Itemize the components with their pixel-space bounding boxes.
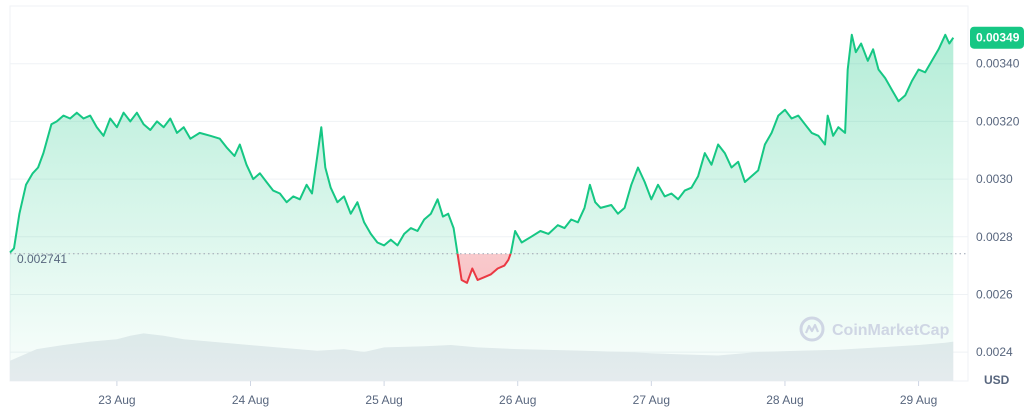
x-tick-label: 28 Aug [766, 393, 803, 407]
up-area-group [10, 34, 954, 381]
current-price-badge: 0.00349 [970, 26, 1024, 49]
price-line-down [456, 253, 512, 284]
x-axis: 23 Aug 24 Aug 25 Aug 26 Aug 27 Aug 28 Aug 29 A… [98, 381, 937, 407]
x-tick-label: 25 Aug [365, 393, 402, 407]
y-tick-label: 0.00340 [976, 57, 1020, 71]
y-tick-label: 0.0024 [976, 345, 1013, 359]
currency-label: USD [984, 373, 1010, 387]
x-tick-label: 29 Aug [900, 393, 937, 407]
down-area-group [457, 253, 511, 283]
coinmarketcap-logo-icon [799, 316, 825, 342]
y-axis: 0.0024 0.0026 0.0028 0.0030 0.00320 0.00340 [976, 57, 1020, 359]
price-line-up [9, 33, 955, 254]
price-area-up [10, 34, 954, 381]
x-tick-label: 23 Aug [98, 393, 135, 407]
coinmarketcap-watermark: CoinMarketCap [799, 316, 950, 342]
current-price-label: 0.00349 [976, 31, 1020, 45]
y-tick-label: 0.0026 [976, 287, 1013, 301]
up-line-group [9, 33, 955, 254]
x-tick-label: 26 Aug [499, 393, 536, 407]
x-tick-label: 27 Aug [633, 393, 670, 407]
y-tick-label: 0.00320 [976, 114, 1020, 128]
y-tick-label: 0.0028 [976, 230, 1013, 244]
x-tick-label: 24 Aug [232, 393, 269, 407]
y-tick-label: 0.0030 [976, 172, 1013, 186]
reference-price-label: 0.002741 [17, 252, 67, 266]
down-line-group [456, 253, 512, 284]
current-price-badge-bg [970, 26, 1024, 49]
price-area-down [457, 253, 511, 283]
watermark-text: CoinMarketCap [832, 322, 950, 339]
